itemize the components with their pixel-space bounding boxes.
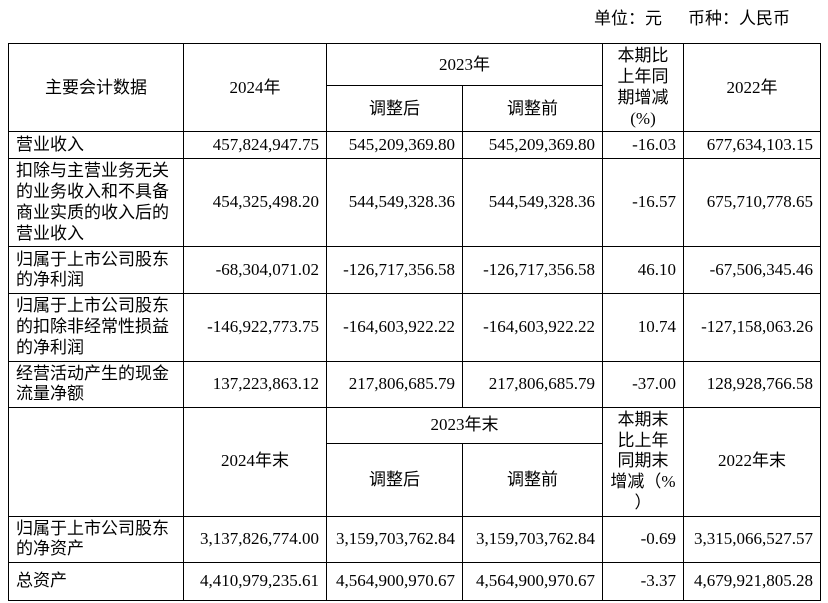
value-2022: 3,315,066,527.57	[683, 515, 821, 564]
value-2023-adjusted: 545,209,369.80	[326, 131, 463, 160]
value-2023-adjusted: -126,717,356.58	[326, 246, 463, 295]
value-2022: 4,679,921,805.28	[683, 562, 821, 602]
value-2024: 3,137,826,774.00	[183, 515, 327, 564]
value-2022: -127,158,063.26	[683, 293, 821, 362]
financial-summary-table: 主要会计数据 2024年 2023年 本期比 上年同 期增减 (%) 2022年…	[8, 43, 821, 602]
value-2022: -67,506,345.46	[683, 246, 821, 295]
header-yearend-change-pct: 本期末 比上年 同期末 增减（% ）	[602, 407, 684, 517]
table-row: 扣除与主营业务无关的业务收入和不具备商业实质的收入后的营业收入 454,325,…	[8, 158, 821, 248]
value-2024: 137,223,863.12	[183, 360, 327, 409]
value-2023-adjusted: 217,806,685.79	[326, 360, 463, 409]
table-row: 总资产 4,410,979,235.61 4,564,900,970.67 4,…	[8, 562, 821, 602]
header2-adjusted-before: 调整前	[462, 443, 603, 517]
value-2024: 457,824,947.75	[183, 131, 327, 160]
header-year-2024: 2024年	[183, 43, 327, 133]
value-2024: 4,410,979,235.61	[183, 562, 327, 602]
header-adjusted-before: 调整前	[462, 85, 603, 133]
value-change-pct: -16.03	[602, 131, 684, 160]
value-2022: 677,634,103.15	[683, 131, 821, 160]
currency-label: 币种：人民币	[688, 9, 790, 28]
value-2023-adjusted: 544,549,328.36	[326, 158, 463, 248]
value-change-pct: 46.10	[602, 246, 684, 295]
value-change-pct: -16.57	[602, 158, 684, 248]
row-label: 经营活动产生的现金流量净额	[8, 360, 184, 409]
value-2022: 128,928,766.58	[683, 360, 821, 409]
value-change-pct: -3.37	[602, 562, 684, 602]
value-2022: 675,710,778.65	[683, 158, 821, 248]
value-change-pct: 10.74	[602, 293, 684, 362]
header-yearend-2023: 2023年末	[326, 406, 603, 445]
row-label: 营业收入	[8, 131, 184, 160]
header-year-2022: 2022年	[683, 43, 821, 133]
value-2023-original: 3,159,703,762.84	[462, 515, 603, 564]
table-row: 营业收入 457,824,947.75 545,209,369.80 545,2…	[8, 131, 821, 160]
table-row: 归属于上市公司股东的扣除非经常性损益的净利润 -146,922,773.75 -…	[8, 293, 821, 362]
value-2024: -68,304,071.02	[183, 246, 327, 295]
table-row: 经营活动产生的现金流量净额 137,223,863.12 217,806,685…	[8, 360, 821, 409]
row-label: 总资产	[8, 562, 184, 602]
value-2023-original: 544,549,328.36	[462, 158, 603, 248]
row-label: 扣除与主营业务无关的业务收入和不具备商业实质的收入后的营业收入	[8, 158, 184, 248]
value-2023-original: 545,209,369.80	[462, 131, 603, 160]
value-2024: -146,922,773.75	[183, 293, 327, 362]
unit-currency-line: 单位：元 币种：人民币	[0, 0, 828, 29]
header2-empty-cell	[8, 407, 184, 517]
header-yearend-2022: 2022年末	[683, 407, 821, 517]
value-2023-adjusted: 4,564,900,970.67	[326, 562, 463, 602]
value-2023-original: -164,603,922.22	[462, 293, 603, 362]
value-change-pct: -0.69	[602, 515, 684, 564]
value-2023-adjusted: -164,603,922.22	[326, 293, 463, 362]
unit-label: 单位：元	[594, 9, 662, 28]
header-change-pct: 本期比 上年同 期增减 (%)	[602, 43, 684, 133]
value-2023-adjusted: 3,159,703,762.84	[326, 515, 463, 564]
header-main-indicators: 主要会计数据	[8, 43, 184, 133]
header-year-2023: 2023年	[326, 43, 603, 87]
value-change-pct: -37.00	[602, 360, 684, 409]
value-2023-original: -126,717,356.58	[462, 246, 603, 295]
header2-adjusted-after: 调整后	[326, 443, 463, 517]
row-label: 归属于上市公司股东的净资产	[8, 515, 184, 564]
value-2024: 454,325,498.20	[183, 158, 327, 248]
row-label: 归属于上市公司股东的扣除非经常性损益的净利润	[8, 293, 184, 362]
row-label: 归属于上市公司股东的净利润	[8, 246, 184, 295]
header-yearend-2024: 2024年末	[183, 407, 327, 517]
value-2023-original: 4,564,900,970.67	[462, 562, 603, 602]
table-row: 归属于上市公司股东的净资产 3,137,826,774.00 3,159,703…	[8, 515, 821, 564]
header-adjusted-after: 调整后	[326, 85, 463, 133]
table-row: 归属于上市公司股东的净利润 -68,304,071.02 -126,717,35…	[8, 246, 821, 295]
value-2023-original: 217,806,685.79	[462, 360, 603, 409]
